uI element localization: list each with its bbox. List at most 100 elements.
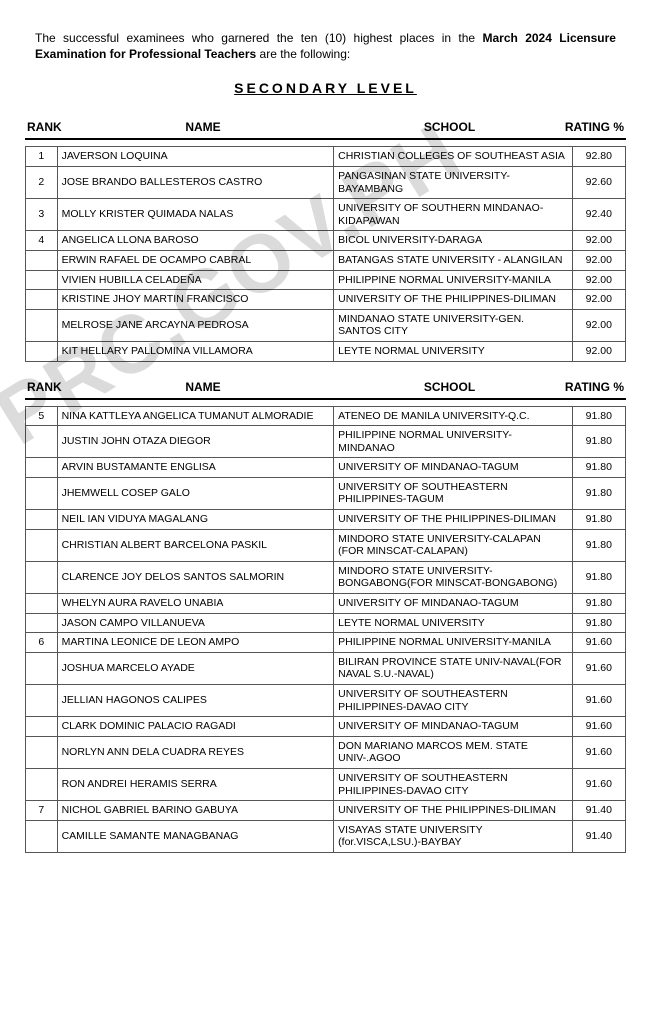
rating-cell: 92.80 (572, 147, 625, 167)
table-row: KIT HELLARY PALLOMINA VILLAMORALEYTE NOR… (26, 341, 626, 361)
school-cell: DON MARIANO MARCOS MEM. STATE UNIV-.AGOO (334, 736, 572, 768)
school-cell: BILIRAN PROVINCE STATE UNIV-NAVAL(FOR NA… (334, 652, 572, 684)
school-cell: CHRISTIAN COLLEGES OF SOUTHEAST ASIA (334, 147, 572, 167)
rating-cell: 92.00 (572, 290, 625, 310)
school-cell: LEYTE NORMAL UNIVERSITY (334, 341, 572, 361)
rank-cell: 7 (26, 801, 58, 821)
section-title: SECONDARY LEVEL (25, 80, 626, 96)
table-row: 6MARTINA LEONICE DE LEON AMPOPHILIPPINE … (26, 633, 626, 653)
rating-cell: 91.80 (572, 529, 625, 561)
table-row: 3MOLLY KRISTER QUIMADA NALASUNIVERSITY O… (26, 199, 626, 231)
name-cell: JAVERSON LOQUINA (57, 147, 334, 167)
rating-cell: 91.80 (572, 510, 625, 530)
header-school: SCHOOL (337, 120, 562, 134)
header-name: NAME (69, 380, 337, 394)
table-row: KRISTINE JHOY MARTIN FRANCISCOUNIVERSITY… (26, 290, 626, 310)
school-cell: PHILIPPINE NORMAL UNIVERSITY-MANILA (334, 633, 572, 653)
table-row: 4ANGELICA LLONA BAROSOBICOL UNIVERSITY-D… (26, 231, 626, 251)
table-row: CHRISTIAN ALBERT BARCELONA PASKILMINDORO… (26, 529, 626, 561)
table-row: JASON CAMPO VILLANUEVALEYTE NORMAL UNIVE… (26, 613, 626, 633)
name-cell: MOLLY KRISTER QUIMADA NALAS (57, 199, 334, 231)
results-table-2: 5NINA KATTLEYA ANGELICA TUMANUT ALMORADI… (25, 406, 626, 853)
school-cell: UNIVERSITY OF SOUTHEASTERN PHILIPPINES-D… (334, 768, 572, 800)
name-cell: WHELYN AURA RAVELO UNABIA (57, 594, 334, 614)
name-cell: JOSE BRANDO BALLESTEROS CASTRO (57, 166, 334, 198)
rating-cell: 92.00 (572, 341, 625, 361)
table-row: NORLYN ANN DELA CUADRA REYESDON MARIANO … (26, 736, 626, 768)
school-cell: UNIVERSITY OF SOUTHERN MINDANAO-KIDAPAWA… (334, 199, 572, 231)
table-row: ARVIN BUSTAMANTE ENGLISAUNIVERSITY OF MI… (26, 458, 626, 478)
rank-cell (26, 270, 58, 290)
header-name: NAME (69, 120, 337, 134)
table-row: WHELYN AURA RAVELO UNABIAUNIVERSITY OF M… (26, 594, 626, 614)
rank-cell (26, 341, 58, 361)
rating-cell: 92.00 (572, 250, 625, 270)
school-cell: UNIVERSITY OF MINDANAO-TAGUM (334, 458, 572, 478)
school-cell: UNIVERSITY OF SOUTHEASTERN PHILIPPINES-T… (334, 477, 572, 509)
school-cell: UNIVERSITY OF SOUTHEASTERN PHILIPPINES-D… (334, 685, 572, 717)
table-row: 1JAVERSON LOQUINACHRISTIAN COLLEGES OF S… (26, 147, 626, 167)
rating-cell: 91.60 (572, 685, 625, 717)
rank-cell (26, 717, 58, 737)
rating-cell: 91.40 (572, 820, 625, 852)
school-cell: UNIVERSITY OF THE PHILIPPINES-DILIMAN (334, 510, 572, 530)
name-cell: JELLIAN HAGONOS CALIPES (57, 685, 334, 717)
rank-cell: 4 (26, 231, 58, 251)
school-cell: UNIVERSITY OF MINDANAO-TAGUM (334, 594, 572, 614)
rank-cell: 5 (26, 406, 58, 426)
rank-cell (26, 768, 58, 800)
rating-cell: 91.80 (572, 477, 625, 509)
rating-cell: 92.00 (572, 270, 625, 290)
name-cell: CLARENCE JOY DELOS SANTOS SALMORIN (57, 561, 334, 593)
school-cell: MINDORO STATE UNIVERSITY-CALAPAN (FOR MI… (334, 529, 572, 561)
header-school: SCHOOL (337, 380, 562, 394)
rating-cell: 91.60 (572, 717, 625, 737)
school-cell: ATENEO DE MANILA UNIVERSITY-Q.C. (334, 406, 572, 426)
school-cell: PHILIPPINE NORMAL UNIVERSITY-MINDANAO (334, 426, 572, 458)
school-cell: BICOL UNIVERSITY-DARAGA (334, 231, 572, 251)
school-cell: MINDORO STATE UNIVERSITY-BONGABONG(FOR M… (334, 561, 572, 593)
rank-cell (26, 613, 58, 633)
rating-cell: 91.60 (572, 652, 625, 684)
table-header-row-2: RANK NAME SCHOOL RATING % (25, 376, 626, 400)
rating-cell: 91.60 (572, 633, 625, 653)
name-cell: ERWIN RAFAEL DE OCAMPO CABRAL (57, 250, 334, 270)
name-cell: JASON CAMPO VILLANUEVA (57, 613, 334, 633)
school-cell: PHILIPPINE NORMAL UNIVERSITY-MANILA (334, 270, 572, 290)
school-cell: UNIVERSITY OF THE PHILIPPINES-DILIMAN (334, 801, 572, 821)
header-rank: RANK (25, 380, 69, 394)
name-cell: VIVIEN HUBILLA CELADEÑA (57, 270, 334, 290)
rank-cell (26, 290, 58, 310)
school-cell: BATANGAS STATE UNIVERSITY - ALANGILAN (334, 250, 572, 270)
intro-post: are the following: (256, 47, 350, 61)
rank-cell (26, 309, 58, 341)
rating-cell: 91.80 (572, 426, 625, 458)
name-cell: ANGELICA LLONA BAROSO (57, 231, 334, 251)
name-cell: NORLYN ANN DELA CUADRA REYES (57, 736, 334, 768)
rating-cell: 91.40 (572, 801, 625, 821)
school-cell: UNIVERSITY OF MINDANAO-TAGUM (334, 717, 572, 737)
school-cell: LEYTE NORMAL UNIVERSITY (334, 613, 572, 633)
rank-cell (26, 652, 58, 684)
rating-cell: 91.80 (572, 561, 625, 593)
rank-cell (26, 529, 58, 561)
name-cell: KRISTINE JHOY MARTIN FRANCISCO (57, 290, 334, 310)
rating-cell: 91.60 (572, 736, 625, 768)
rank-cell (26, 458, 58, 478)
results-table-1: 1JAVERSON LOQUINACHRISTIAN COLLEGES OF S… (25, 146, 626, 361)
table-row: 2JOSE BRANDO BALLESTEROS CASTROPANGASINA… (26, 166, 626, 198)
rank-cell (26, 510, 58, 530)
name-cell: JHEMWELL COSEP GALO (57, 477, 334, 509)
name-cell: JOSHUA MARCELO AYADE (57, 652, 334, 684)
name-cell: MELROSE JANE ARCAYNA PEDROSA (57, 309, 334, 341)
rank-cell (26, 820, 58, 852)
header-rating: RATING % (562, 380, 626, 394)
rank-cell (26, 477, 58, 509)
name-cell: MARTINA LEONICE DE LEON AMPO (57, 633, 334, 653)
name-cell: RON ANDREI HERAMIS SERRA (57, 768, 334, 800)
table-row: MELROSE JANE ARCAYNA PEDROSAMINDANAO STA… (26, 309, 626, 341)
table-row: JUSTIN JOHN OTAZA DIEGORPHILIPPINE NORMA… (26, 426, 626, 458)
table-row: CAMILLE SAMANTE MANAGBANAGVISAYAS STATE … (26, 820, 626, 852)
school-cell: UNIVERSITY OF THE PHILIPPINES-DILIMAN (334, 290, 572, 310)
name-cell: ARVIN BUSTAMANTE ENGLISA (57, 458, 334, 478)
